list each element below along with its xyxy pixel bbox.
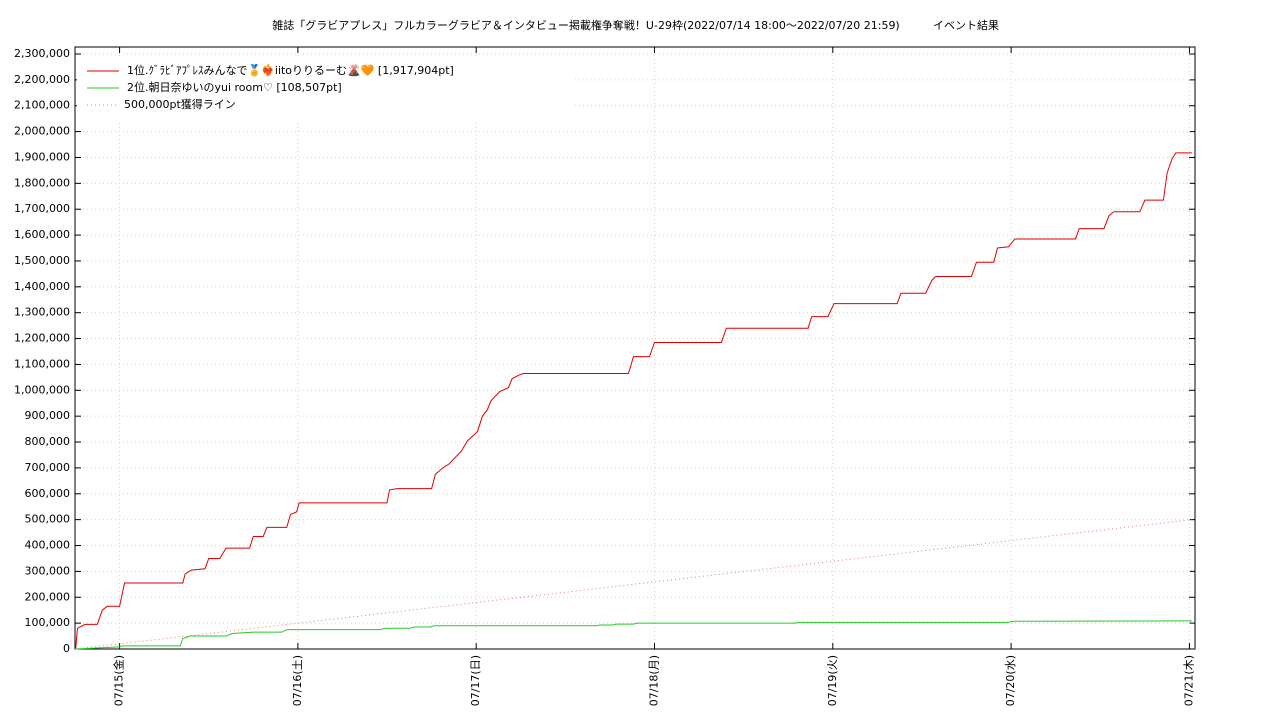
y-tick-label: 1,200,000: [14, 332, 70, 345]
y-tick-label: 100,000: [25, 616, 71, 629]
y-tick-label: 1,500,000: [14, 254, 70, 267]
x-tick-label: 07/21(木): [1182, 655, 1195, 706]
y-tick-label: 1,800,000: [14, 176, 70, 189]
chart-subtitle: イベント結果: [933, 18, 999, 32]
legend-label: 2位.朝日奈ゆいのyui room♡ [108,507pt]: [127, 80, 342, 94]
y-tick-label: 1,400,000: [14, 280, 70, 293]
y-tick-label: 600,000: [25, 487, 71, 500]
series-line: [75, 620, 1192, 650]
y-tick-label: 2,300,000: [14, 47, 70, 60]
legend-label: 1位.ｸﾞﾗﾋﾞｱﾌﾟﾚｽみんなで🏅❤️‍🔥iitoりりるーむ🌋🧡 [1,917…: [127, 63, 454, 77]
y-tick-label: 400,000: [25, 539, 71, 552]
x-tick-label: 07/17(日): [469, 655, 482, 706]
y-tick-label: 300,000: [25, 564, 71, 577]
y-tick-label: 0: [63, 642, 70, 655]
y-tick-label: 2,200,000: [14, 73, 70, 86]
y-tick-label: 500,000: [25, 513, 71, 526]
plot-frame: [74, 46, 1196, 650]
y-tick-label: 1,100,000: [14, 357, 70, 370]
y-tick-label: 800,000: [25, 435, 71, 448]
y-tick-label: 700,000: [25, 461, 71, 474]
y-tick-label: 900,000: [25, 409, 71, 422]
y-tick-label: 1,300,000: [14, 306, 70, 319]
x-tick-label: 07/18(月): [648, 655, 661, 706]
x-tick-label: 07/16(土): [291, 655, 304, 706]
legend: 1位.ｸﾞﾗﾋﾞｱﾌﾟﾚｽみんなで🏅❤️‍🔥iitoりりるーむ🌋🧡 [1,917…: [77, 57, 572, 123]
x-tick-label: 07/15(金): [112, 655, 126, 706]
legend-label: 500,000pt獲得ライン: [124, 98, 236, 111]
legend-box: [77, 57, 572, 123]
series-line: [74, 519, 1192, 650]
y-tick-label: 1,000,000: [14, 383, 70, 396]
y-tick-label: 1,600,000: [14, 228, 70, 241]
x-tick-label: 07/20(水): [1004, 655, 1017, 706]
y-tick-label: 1,900,000: [14, 150, 70, 163]
y-tick-label: 1,700,000: [14, 202, 70, 215]
series-line: [75, 152, 1192, 650]
x-tick-label: 07/19(火): [826, 655, 839, 706]
y-tick-label: 2,100,000: [14, 99, 70, 112]
y-tick-label: 200,000: [25, 590, 71, 603]
y-tick-label: 2,000,000: [14, 125, 70, 138]
chart-title: 雑誌「グラビアプレス」フルカラーグラビア＆インタビュー掲載権争奪戦！U-29枠(…: [272, 18, 899, 32]
